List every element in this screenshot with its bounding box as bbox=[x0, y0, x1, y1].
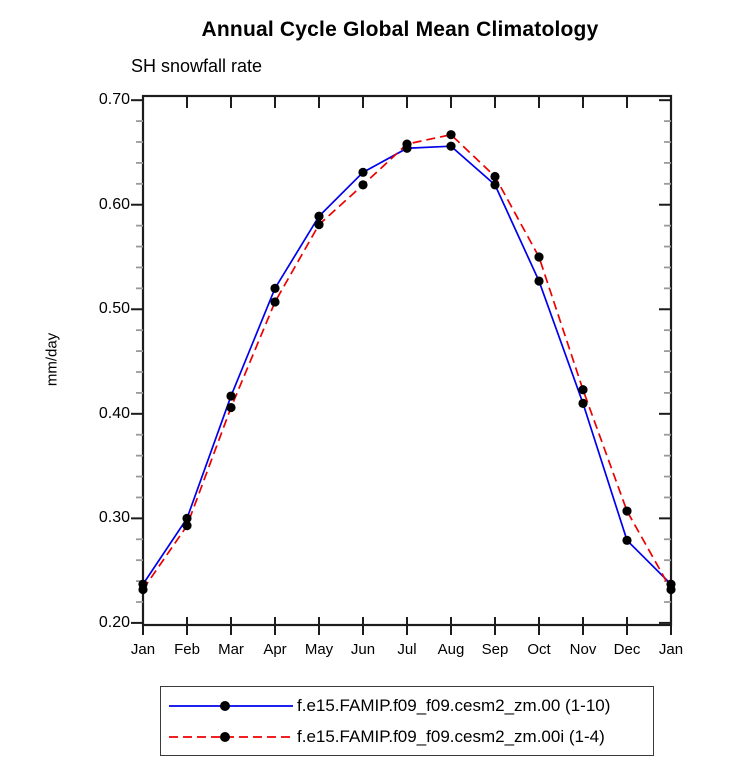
series-line bbox=[142, 145, 672, 585]
y-tick-label: 0.40 bbox=[98, 404, 130, 422]
y-tick-label: 0.20 bbox=[98, 613, 130, 631]
data-point-marker bbox=[226, 402, 236, 413]
data-point-marker bbox=[226, 391, 236, 401]
x-tick-label: May bbox=[304, 641, 334, 658]
legend-line-sample-dashed-red bbox=[169, 731, 293, 742]
legend-label-series-1: f.e15.FAMIP.f09_f09.cesm2_zm.00 (1-10) bbox=[297, 695, 611, 715]
legend-row-series-1: f.e15.FAMIP.f09_f09.cesm2_zm.00 (1-10) bbox=[161, 690, 653, 721]
x-tick-label: Aug bbox=[437, 641, 465, 658]
legend-sample-marker bbox=[220, 700, 230, 711]
data-point-marker bbox=[314, 211, 324, 221]
data-point-marker bbox=[534, 276, 544, 286]
x-tick-label: Sep bbox=[481, 641, 509, 658]
data-point-marker bbox=[578, 398, 588, 408]
data-point-marker bbox=[490, 180, 500, 190]
data-point-marker bbox=[446, 141, 456, 151]
legend-label-series-2: f.e15.FAMIP.f09_f09.cesm2_zm.00i (1-4) bbox=[297, 726, 605, 746]
data-point-marker bbox=[666, 584, 676, 595]
chart-subtitle: SH snowfall rate bbox=[131, 56, 263, 76]
legend-row-series-2: f.e15.FAMIP.f09_f09.cesm2_zm.00i (1-4) bbox=[161, 721, 653, 752]
data-point-marker bbox=[622, 506, 632, 516]
data-point-marker bbox=[490, 171, 500, 182]
data-point-marker bbox=[138, 584, 148, 595]
x-tick-label: Feb bbox=[174, 641, 200, 658]
y-tick-label: 0.50 bbox=[98, 300, 130, 318]
data-point-marker bbox=[182, 521, 192, 531]
x-tick-label: Mar bbox=[218, 641, 244, 658]
data-point-marker bbox=[534, 252, 544, 262]
x-tick-label: Apr bbox=[263, 641, 287, 658]
data-point-marker bbox=[402, 139, 412, 149]
x-tick-label: Jul bbox=[397, 641, 417, 658]
data-point-marker bbox=[446, 130, 456, 140]
data-point-marker bbox=[182, 513, 192, 523]
x-tick-label: Jun bbox=[350, 641, 376, 658]
data-point-marker bbox=[578, 385, 588, 395]
y-axis-title: mm/day bbox=[43, 332, 61, 387]
data-point-marker bbox=[314, 219, 324, 230]
legend-sample-marker bbox=[220, 731, 230, 742]
data-point-marker bbox=[622, 535, 632, 545]
y-tick-label: 0.30 bbox=[98, 509, 130, 527]
data-point-marker bbox=[358, 167, 368, 177]
x-tick-label: Oct bbox=[527, 641, 551, 658]
x-tick-label: Dec bbox=[613, 641, 641, 658]
x-tick-label: Jan bbox=[658, 641, 684, 658]
series-line bbox=[142, 133, 672, 590]
legend-line-sample-solid-blue bbox=[169, 700, 293, 711]
legend-box: f.e15.FAMIP.f09_f09.cesm2_zm.00 (1-10) f… bbox=[160, 686, 654, 756]
data-point-marker bbox=[358, 180, 368, 190]
data-point-marker bbox=[270, 283, 280, 293]
y-tick-label: 0.70 bbox=[98, 91, 130, 109]
plot-frame bbox=[141, 94, 673, 627]
x-tick-label: Nov bbox=[569, 641, 597, 658]
x-tick-label: Jan bbox=[130, 641, 156, 658]
data-point-marker bbox=[270, 297, 280, 307]
chart-title: Annual Cycle Global Mean Climatology bbox=[201, 18, 599, 41]
y-tick-label: 0.60 bbox=[98, 195, 130, 213]
